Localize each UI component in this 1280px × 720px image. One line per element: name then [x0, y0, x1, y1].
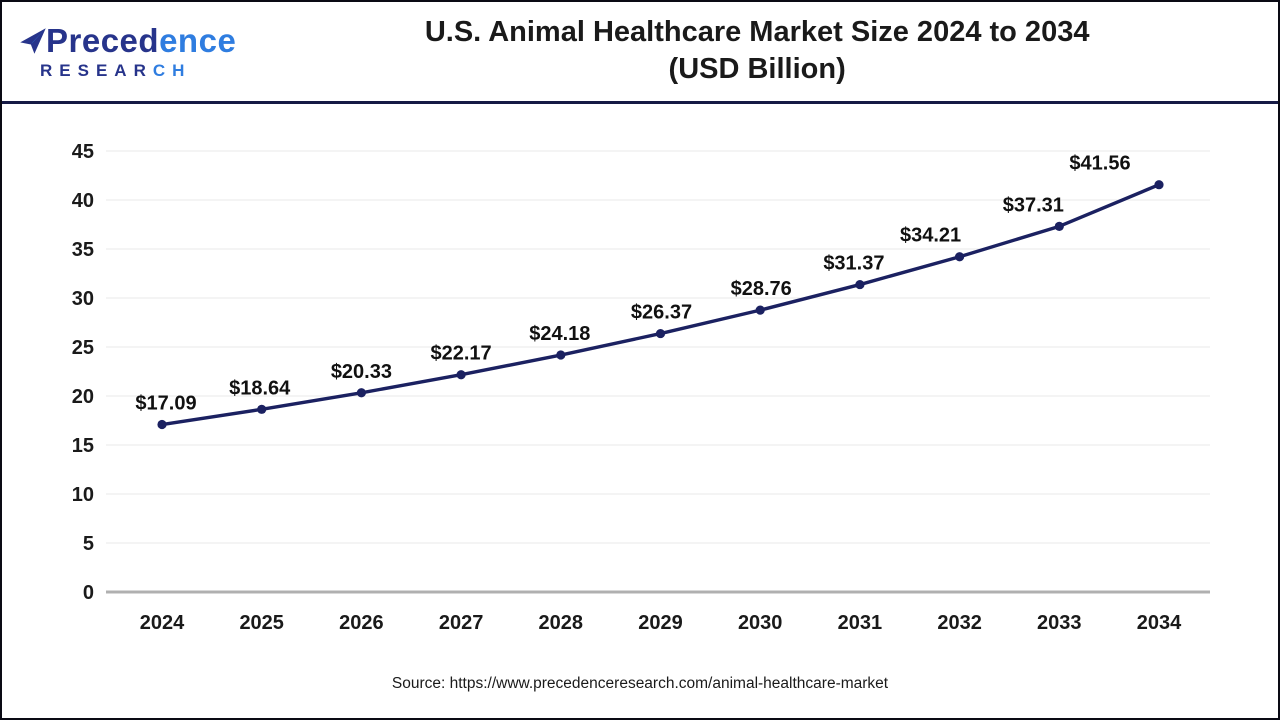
y-axis-tick-label: 30 — [72, 288, 94, 310]
paper-plane-icon — [16, 24, 50, 58]
x-axis-tick-label: 2025 — [239, 612, 284, 634]
data-point-label: $41.56 — [1069, 153, 1130, 175]
data-point-label: $37.31 — [1003, 194, 1064, 216]
brand-subname-part2: CH — [152, 61, 192, 80]
x-axis-tick-label: 2024 — [140, 612, 185, 634]
data-point — [157, 419, 167, 430]
y-axis-tick-label: 5 — [83, 533, 94, 555]
data-point-label: $18.64 — [229, 377, 291, 399]
data-point — [456, 370, 466, 380]
x-axis-tick-label: 2027 — [439, 612, 484, 634]
chart-title-line2: (USD Billion) — [668, 53, 846, 85]
brand-name-part2: ence — [159, 22, 237, 59]
data-point — [855, 279, 865, 290]
data-point-label: $34.21 — [900, 225, 961, 247]
y-axis-tick-label: 10 — [72, 484, 94, 506]
data-point — [556, 350, 566, 360]
y-axis-tick-label: 0 — [83, 582, 94, 604]
y-axis-tick-label: 40 — [72, 190, 94, 212]
data-point — [755, 305, 765, 315]
header: Precedence RESEARCH U.S. Animal Healthca… — [2, 2, 1278, 104]
chart-title-line1: U.S. Animal Healthcare Market Size 2024 … — [424, 16, 1090, 48]
brand-subname: RESEARCH — [16, 61, 236, 81]
x-axis-tick-label: 2030 — [738, 612, 783, 634]
x-axis-tick-label: 2034 — [1137, 612, 1182, 634]
data-point — [655, 328, 666, 339]
data-point — [1054, 221, 1064, 231]
data-point-label: $26.37 — [631, 302, 692, 324]
y-axis-tick-label: 45 — [72, 141, 94, 163]
chart-title: U.S. Animal Healthcare Market Size 2024 … — [236, 2, 1278, 88]
brand-logo: Precedence RESEARCH — [2, 2, 236, 81]
data-point-label: $31.37 — [823, 253, 884, 275]
y-axis-tick-label: 20 — [72, 386, 94, 408]
chart-area: 0 5 10 15 20 25 30 35 40 45 2024 2025 2026 2027 2028 20… — [2, 104, 1278, 693]
source-text: Source: https://www.precedenceresearch.c… — [391, 675, 889, 692]
y-axis-tick-label: 15 — [72, 435, 94, 457]
data-point — [356, 388, 366, 398]
brand-name: Precedence — [46, 22, 236, 60]
x-axis-tick-label: 2028 — [539, 612, 584, 634]
data-point-label: $22.17 — [431, 343, 492, 365]
y-axis-tick-label: 25 — [72, 337, 94, 359]
data-point-label: $24.18 — [529, 323, 590, 345]
brand-subname-part1: RESEAR — [40, 61, 153, 80]
x-axis-tick-label: 2033 — [1037, 612, 1082, 634]
data-point — [955, 252, 965, 262]
data-point — [257, 404, 267, 414]
brand-name-part1: Preced — [46, 22, 160, 59]
x-axis-tick-label: 2032 — [937, 612, 982, 634]
data-point-label: $20.33 — [331, 361, 392, 383]
x-axis-tick-label: 2029 — [638, 612, 683, 634]
data-point-label: $17.09 — [135, 393, 196, 415]
data-point-label: $28.76 — [731, 278, 792, 300]
data-point — [1154, 180, 1164, 190]
x-axis-tick-label: 2026 — [339, 612, 384, 634]
x-axis-tick-label: 2031 — [838, 612, 883, 634]
y-axis-tick-label: 35 — [72, 239, 94, 261]
